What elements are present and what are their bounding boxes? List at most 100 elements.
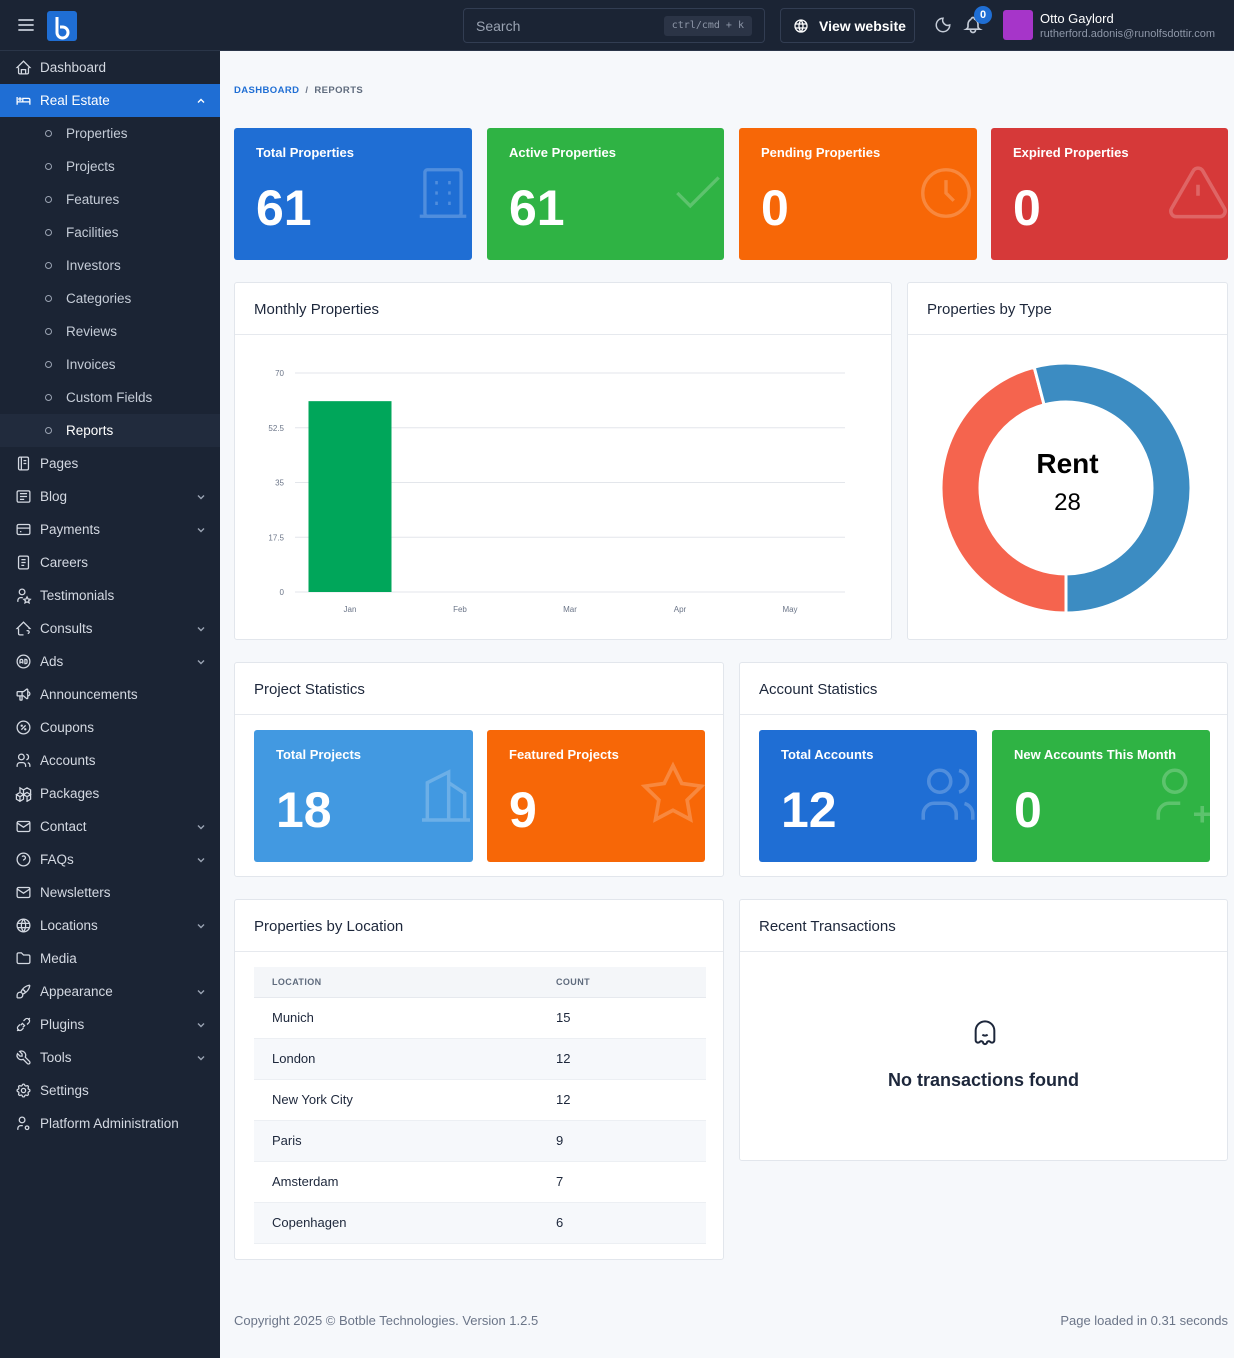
- location-cell: London: [254, 1038, 538, 1080]
- view-website-button[interactable]: View website: [780, 8, 915, 43]
- slice-rent[interactable]: [939, 365, 1068, 615]
- world-icon: [794, 19, 808, 33]
- sidebar-subitem-reviews[interactable]: Reviews: [0, 315, 220, 348]
- stat-card-total-properties[interactable]: Total Properties 61: [234, 128, 472, 260]
- count-cell: 15: [538, 997, 706, 1039]
- breadcrumb: DASHBOARD / REPORTS: [234, 85, 363, 96]
- building-skyscraper-icon: [422, 769, 470, 822]
- table-row: London 12: [254, 1038, 706, 1080]
- stat-card-expired-properties[interactable]: Expired Properties 0: [991, 128, 1228, 260]
- sidebar-item-label: Settings: [40, 1083, 89, 1098]
- breadcrumb-dashboard-link[interactable]: DASHBOARD: [234, 85, 300, 96]
- recent-transactions-card: Recent Transactions No transactions foun…: [739, 899, 1228, 1161]
- sidebar-item-label: Plugins: [40, 1017, 85, 1032]
- monthly-properties-chart[interactable]: 0 17.5 35 52.5 70 Jan Feb Mar Apr May: [235, 335, 891, 639]
- sidebar-item-plugins[interactable]: Plugins: [0, 1008, 220, 1041]
- sidebar-subitem-label: Reports: [66, 423, 114, 438]
- sidebar-subitem-categories[interactable]: Categories: [0, 282, 220, 315]
- home-question-icon: [15, 621, 32, 636]
- sidebar-subitem-custom-fields[interactable]: Custom Fields: [0, 381, 220, 414]
- plug-icon: [16, 1017, 31, 1032]
- sidebar-subitem-reports[interactable]: Reports: [0, 414, 220, 447]
- sidebar-item-careers[interactable]: Careers: [0, 546, 220, 579]
- table-row: Munich 15: [254, 997, 706, 1039]
- sidebar-item-dashboard[interactable]: Dashboard: [0, 51, 220, 84]
- stat-card-pending-properties[interactable]: Pending Properties 0: [739, 128, 977, 260]
- stat-card-total-accounts[interactable]: Total Accounts 12: [759, 730, 977, 862]
- sidebar-item-accounts[interactable]: Accounts: [0, 744, 220, 777]
- slice-sale[interactable]: [1032, 361, 1193, 615]
- sidebar-item-packages[interactable]: Packages: [0, 777, 220, 810]
- logo[interactable]: [47, 11, 77, 41]
- sidebar-item-announcements[interactable]: Announcements: [0, 678, 220, 711]
- menu-toggle-button[interactable]: [15, 14, 37, 36]
- bullet-icon: [45, 394, 52, 401]
- article-icon: [16, 490, 31, 503]
- bullet-icon: [45, 196, 52, 203]
- card-title: Account Statistics: [740, 663, 1227, 715]
- sidebar-item-appearance[interactable]: Appearance: [0, 975, 220, 1008]
- stat-label: Total Accounts: [781, 747, 874, 762]
- properties-by-type-chart[interactable]: [908, 335, 1227, 639]
- sidebar-item-media[interactable]: Media: [0, 942, 220, 975]
- brush-icon: [16, 984, 31, 999]
- stat-card-new-accounts[interactable]: New Accounts This Month 0: [992, 730, 1210, 862]
- bar-jan[interactable]: [308, 401, 392, 592]
- sidebar-subitem-label: Facilities: [66, 225, 119, 240]
- avatar[interactable]: [1003, 10, 1033, 40]
- sidebar-subitem-label: Projects: [66, 159, 115, 174]
- sidebar-subitem-label: Reviews: [66, 324, 118, 339]
- sidebar-item-payments[interactable]: Payments: [0, 513, 220, 546]
- sidebar: Dashboard Real Estate Properties Project…: [0, 51, 220, 1358]
- sidebar-item-label: Media: [40, 951, 77, 966]
- user-name[interactable]: Otto Gaylord: [1040, 11, 1114, 26]
- column-header-location[interactable]: LOCATION: [254, 967, 538, 998]
- stat-value: 9: [509, 782, 537, 838]
- sidebar-item-label: Appearance: [40, 984, 113, 999]
- sidebar-subitem-label: Features: [66, 192, 120, 207]
- sidebar-item-contact[interactable]: Contact: [0, 810, 220, 843]
- breadcrumb-current: REPORTS: [314, 85, 364, 96]
- y-tick-label: 0: [280, 588, 285, 597]
- x-tick-label: May: [782, 605, 797, 614]
- sidebar-item-blog[interactable]: Blog: [0, 480, 220, 513]
- stat-card-active-properties[interactable]: Active Properties 61: [487, 128, 724, 260]
- sidebar-item-label: Blog: [40, 489, 68, 504]
- bullet-icon: [45, 427, 52, 434]
- sidebar-item-settings[interactable]: Settings: [0, 1074, 220, 1107]
- sidebar-item-locations[interactable]: Locations: [0, 909, 220, 942]
- stat-value: 61: [256, 180, 312, 236]
- sidebar-item-consults[interactable]: Consults: [0, 612, 220, 645]
- chevron-up-icon: [197, 98, 205, 103]
- user-plus-icon: [1156, 768, 1210, 823]
- building-icon: [419, 168, 467, 218]
- sidebar-subitem-features[interactable]: Features: [0, 183, 220, 216]
- chevron-down-icon: [197, 990, 205, 995]
- sidebar-subitem-properties[interactable]: Properties: [0, 117, 220, 150]
- theme-toggle[interactable]: [934, 16, 952, 34]
- sidebar-subitem-projects[interactable]: Projects: [0, 150, 220, 183]
- sidebar-item-pages[interactable]: Pages: [0, 447, 220, 480]
- search-input[interactable]: Search ctrl/cmd + k: [463, 8, 765, 43]
- sidebar-item-real-estate[interactable]: Real Estate: [0, 84, 220, 117]
- sidebar-item-ads[interactable]: Ads: [0, 645, 220, 678]
- stat-card-featured-projects[interactable]: Featured Projects 9: [487, 730, 705, 862]
- file-list-icon: [17, 555, 30, 570]
- sidebar-subitem-facilities[interactable]: Facilities: [0, 216, 220, 249]
- sidebar-item-testimonials[interactable]: Testimonials: [0, 579, 220, 612]
- stat-label: New Accounts This Month: [1014, 747, 1177, 762]
- sidebar-item-newsletters[interactable]: Newsletters: [0, 876, 220, 909]
- sidebar-subitem-invoices[interactable]: Invoices: [0, 348, 220, 381]
- sidebar-item-tools[interactable]: Tools: [0, 1041, 220, 1074]
- count-cell: 7: [538, 1161, 706, 1203]
- sidebar-item-faqs[interactable]: FAQs: [0, 843, 220, 876]
- sidebar-subitem-investors[interactable]: Investors: [0, 249, 220, 282]
- stat-card-total-projects[interactable]: Total Projects 18: [254, 730, 473, 862]
- column-header-count[interactable]: COUNT: [538, 967, 706, 998]
- sidebar-item-platform-administration[interactable]: Platform Administration: [0, 1107, 220, 1140]
- breadcrumb-separator: /: [305, 85, 309, 96]
- sidebar-item-label: Ads: [40, 654, 64, 669]
- sidebar-item-coupons[interactable]: Coupons: [0, 711, 220, 744]
- location-cell: Paris: [254, 1120, 538, 1162]
- chevron-down-icon: [197, 528, 205, 533]
